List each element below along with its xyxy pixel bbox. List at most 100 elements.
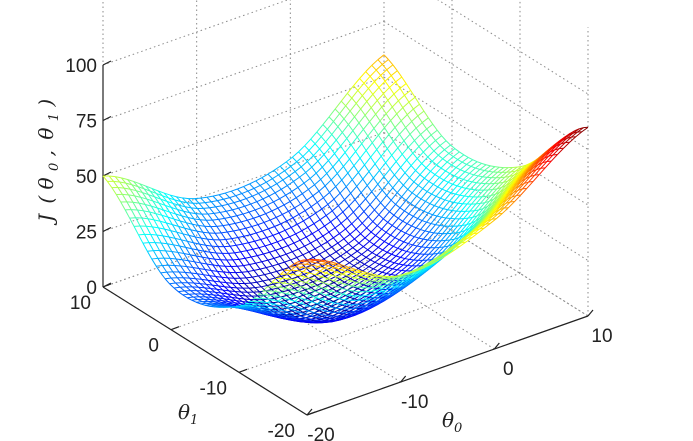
mesh-line-theta1 (377, 176, 385, 185)
mesh-line-theta1 (422, 265, 429, 271)
mesh-line-theta1 (313, 321, 320, 323)
mesh-line-theta1 (364, 300, 372, 304)
mesh-line-theta1 (351, 172, 359, 181)
mesh-line-theta0 (409, 258, 414, 261)
mesh-line-theta1 (363, 297, 370, 301)
mesh-line-theta0 (345, 295, 351, 298)
mesh-line-theta1 (395, 249, 403, 257)
mesh-line-theta1 (151, 257, 158, 260)
mesh-line-theta0 (273, 201, 279, 209)
mesh-line-theta1 (267, 283, 274, 287)
mesh-line-theta1 (361, 294, 368, 297)
mesh-line-theta1 (504, 191, 512, 199)
mesh-line-theta0 (431, 160, 437, 166)
mesh-line-theta0 (334, 227, 340, 234)
mesh-line-theta0 (388, 134, 394, 142)
mesh-line-theta0 (286, 185, 293, 192)
grid-line-y-floor (238, 272, 521, 373)
mesh-line-theta0 (368, 171, 374, 179)
mesh-line-theta1 (419, 269, 427, 275)
mesh-line-theta0 (191, 223, 198, 232)
mesh-line-theta0 (160, 242, 167, 252)
mesh-line-theta1 (150, 233, 157, 236)
mesh-line-theta1 (257, 310, 264, 313)
mesh-line-theta0 (149, 211, 155, 221)
y-tick (170, 326, 180, 331)
z-tick (102, 60, 112, 66)
mesh-line-theta1 (458, 230, 466, 239)
mesh-line-theta1 (178, 290, 185, 293)
mesh-line-theta0 (269, 219, 275, 227)
mesh-line-theta1 (246, 276, 253, 279)
mesh-line-theta0 (113, 181, 119, 188)
mesh-line-theta1 (282, 317, 289, 320)
mesh-line-theta0 (376, 254, 382, 259)
mesh-line-theta0 (226, 231, 233, 239)
mesh-line-theta1 (436, 254, 444, 260)
mesh-line-theta1 (483, 223, 491, 229)
mesh-line-theta0 (341, 132, 348, 139)
mesh-line-theta1 (492, 166, 500, 173)
mesh-line-theta1 (321, 203, 329, 210)
mesh-line-theta1 (341, 172, 349, 181)
mesh-line-theta1 (270, 183, 278, 188)
mesh-line-theta1 (272, 301, 279, 304)
mesh-line-theta0 (169, 258, 175, 266)
mesh-line-theta1 (293, 295, 300, 298)
mesh-line-theta1 (294, 203, 301, 209)
mesh-line-theta1 (198, 224, 205, 227)
mesh-line-theta0 (424, 140, 430, 147)
mesh-line-theta1 (473, 228, 481, 234)
mesh-line-theta1 (312, 298, 319, 302)
mesh-line-theta1 (492, 199, 500, 208)
mesh-line-theta1 (422, 181, 430, 189)
mesh-line-theta0 (383, 176, 389, 183)
mesh-line-theta1 (337, 300, 345, 304)
mesh-line-theta1 (323, 147, 331, 155)
mesh-line-theta1 (272, 263, 279, 267)
mesh-line-theta1 (501, 167, 509, 173)
mesh-line-theta0 (420, 134, 426, 141)
mesh-line-theta1 (340, 217, 348, 224)
mesh-line-theta1 (349, 228, 357, 235)
mesh-line-theta1 (447, 202, 455, 211)
mesh-line-theta1 (467, 225, 475, 233)
mesh-line-theta1 (358, 114, 366, 124)
mesh-line-theta1 (367, 272, 375, 276)
mesh-line-theta0 (123, 187, 129, 196)
mesh-line-theta0 (338, 293, 344, 299)
mesh-line-theta0 (189, 212, 195, 220)
mesh-line-theta1 (581, 126, 589, 133)
mesh-line-theta1 (366, 177, 374, 186)
mesh-line-theta1 (331, 311, 338, 314)
mesh-line-theta0 (265, 181, 272, 188)
mesh-line-theta1 (357, 309, 364, 313)
mesh-line-theta1 (269, 249, 276, 253)
mesh-line-theta1 (372, 87, 380, 95)
mesh-line-theta1 (330, 320, 337, 322)
mesh-line-theta1 (277, 316, 284, 320)
mesh-line-theta0 (339, 233, 345, 240)
mesh-line-theta0 (332, 237, 339, 244)
mesh-line-theta0 (352, 247, 358, 252)
mesh-line-theta1 (304, 242, 311, 247)
mesh-line-theta1 (181, 215, 189, 219)
mesh-line-theta0 (174, 199, 180, 206)
mesh-line-theta0 (432, 123, 438, 131)
mesh-line-theta0 (293, 306, 299, 311)
mesh-line-theta1 (160, 198, 168, 202)
mesh-line-theta1 (227, 293, 234, 296)
mesh-line-theta1 (284, 226, 292, 231)
mesh-line-theta1 (314, 244, 322, 250)
mesh-line-theta1 (305, 263, 313, 266)
mesh-line-theta0 (301, 300, 307, 304)
mesh-line-theta1 (168, 197, 175, 201)
mesh-line-theta0 (188, 293, 194, 298)
mesh-line-theta0 (441, 135, 447, 142)
mesh-line-theta0 (132, 201, 138, 211)
mesh-line-theta1 (379, 279, 386, 282)
mesh-line-theta0 (327, 285, 333, 289)
mesh-line-theta1 (317, 303, 324, 306)
mesh-line-theta0 (276, 183, 282, 190)
mesh-line-theta0 (440, 167, 446, 172)
